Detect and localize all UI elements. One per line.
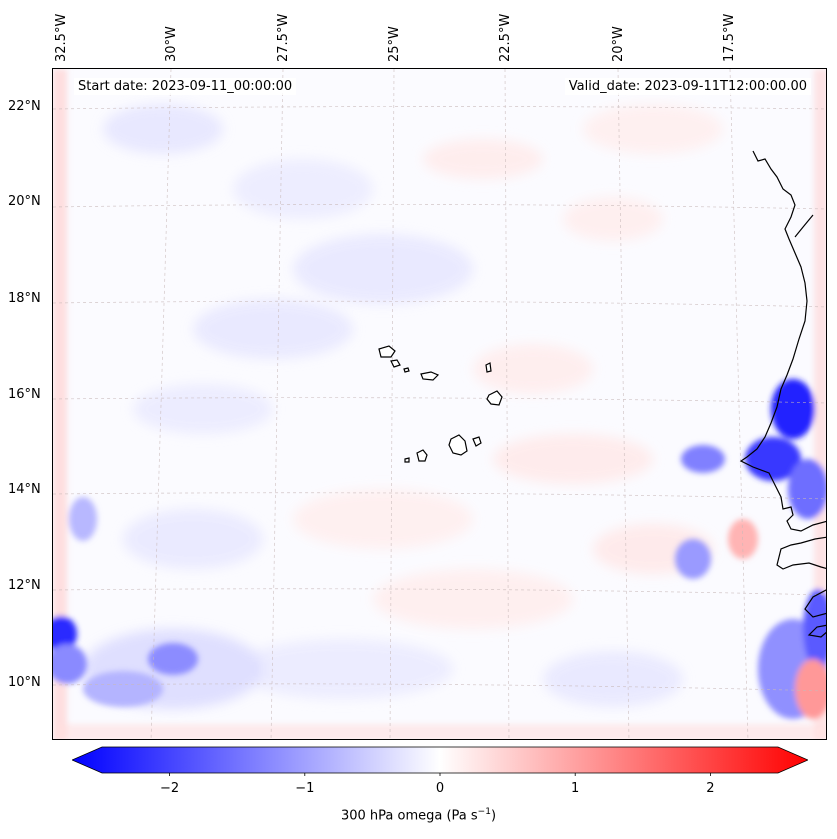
lat-label-16n: 16°N [8, 387, 41, 402]
start-date-label: Start date: 2023-09-11_00:00:00 [74, 78, 297, 95]
colorbar-tick-marks [169, 773, 711, 776]
lat-label-12n: 12°N [8, 578, 41, 593]
colorbar-tick-label: −1 [295, 781, 315, 796]
lon-label-22-5w: 22.5°W [498, 13, 513, 62]
lon-label-17-5w: 17.5°W [722, 13, 737, 62]
omega-field-map [53, 69, 826, 739]
cape-verde-islands [378, 345, 503, 463]
lon-label-27-5w: 27.5°W [276, 13, 291, 62]
colorbar-tick-label: 0 [435, 781, 445, 796]
lat-label-18n: 18°N [8, 291, 41, 306]
colorbar-tick-label: 1 [571, 781, 580, 796]
colorbar-label-exponent: −1 [477, 807, 491, 817]
lat-label-14n: 14°N [8, 482, 41, 497]
lon-label-32-5w: 32.5°W [54, 13, 69, 62]
coastline [739, 150, 826, 638]
colorbar-label-text: 300 hPa omega (Pa s [340, 808, 478, 824]
valid-date-label: Valid_date: 2023-09-11T12:00:00.00 [564, 78, 811, 95]
colorbar-label: 300 hPa omega (Pa s−1) [0, 807, 837, 823]
colorbar [72, 746, 808, 776]
lat-label-20n: 20°N [8, 194, 41, 209]
graticule [53, 69, 826, 739]
lat-label-22n: 22°N [8, 99, 41, 114]
lon-label-20w: 20°W [611, 26, 626, 62]
colorbar-tick-label: 2 [706, 781, 715, 796]
colorbar-gradient [72, 746, 808, 774]
lon-label-30w: 30°W [164, 26, 179, 62]
omega-field-shading [53, 69, 826, 739]
map-panel [52, 68, 827, 740]
colorbar-label-close: ) [490, 808, 497, 824]
colorbar-tick-label: −2 [160, 781, 180, 796]
lon-label-25w: 25°W [387, 26, 402, 62]
lat-label-10n: 10°N [8, 675, 41, 690]
